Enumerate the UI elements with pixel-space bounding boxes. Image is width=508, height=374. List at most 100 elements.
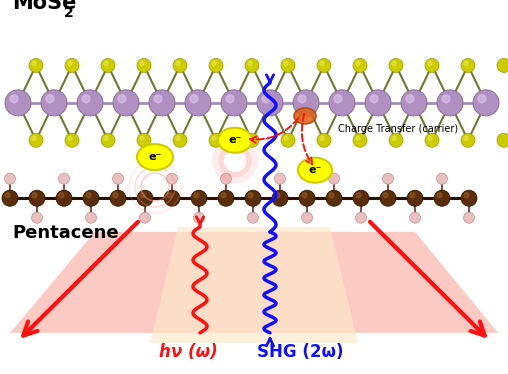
Circle shape: [281, 58, 295, 73]
Circle shape: [461, 190, 477, 206]
Circle shape: [191, 190, 207, 206]
Circle shape: [298, 95, 306, 103]
Circle shape: [32, 193, 37, 198]
Circle shape: [442, 95, 450, 103]
Circle shape: [29, 190, 45, 206]
Circle shape: [497, 133, 508, 147]
Ellipse shape: [137, 144, 173, 170]
Circle shape: [245, 190, 261, 206]
Circle shape: [383, 173, 394, 184]
Circle shape: [428, 61, 432, 66]
Ellipse shape: [218, 128, 252, 153]
Circle shape: [140, 212, 150, 223]
Circle shape: [58, 173, 70, 184]
Text: hν (ω): hν (ω): [158, 343, 217, 361]
Circle shape: [356, 193, 361, 198]
Circle shape: [299, 190, 315, 206]
Circle shape: [334, 95, 342, 103]
Circle shape: [185, 90, 211, 116]
Circle shape: [425, 133, 439, 147]
Circle shape: [356, 212, 366, 223]
Circle shape: [194, 193, 199, 198]
Text: 2: 2: [64, 6, 74, 20]
Circle shape: [113, 193, 118, 198]
Circle shape: [473, 90, 499, 116]
Circle shape: [220, 173, 232, 184]
Circle shape: [353, 58, 367, 73]
Circle shape: [317, 58, 331, 73]
Circle shape: [110, 190, 126, 206]
Circle shape: [5, 193, 10, 198]
Circle shape: [272, 190, 288, 206]
Circle shape: [478, 95, 486, 103]
Circle shape: [461, 133, 475, 147]
Circle shape: [176, 61, 180, 66]
Circle shape: [247, 212, 259, 223]
Circle shape: [101, 58, 115, 73]
Circle shape: [164, 190, 180, 206]
Circle shape: [68, 136, 72, 141]
Circle shape: [317, 133, 331, 147]
Circle shape: [173, 58, 187, 73]
Circle shape: [257, 90, 283, 116]
Circle shape: [284, 136, 288, 141]
Circle shape: [463, 212, 474, 223]
Circle shape: [353, 133, 367, 147]
Circle shape: [212, 61, 216, 66]
Circle shape: [65, 58, 79, 73]
Circle shape: [464, 193, 469, 198]
Circle shape: [380, 190, 396, 206]
Circle shape: [275, 193, 280, 198]
Circle shape: [85, 212, 97, 223]
Text: e⁻: e⁻: [228, 135, 242, 145]
Circle shape: [32, 136, 36, 141]
Circle shape: [262, 95, 270, 103]
Circle shape: [406, 95, 414, 103]
Circle shape: [464, 61, 468, 66]
Circle shape: [392, 136, 396, 141]
Circle shape: [370, 95, 378, 103]
Circle shape: [29, 133, 43, 147]
Circle shape: [140, 193, 145, 198]
Circle shape: [167, 193, 172, 198]
Circle shape: [209, 58, 223, 73]
Polygon shape: [10, 232, 498, 333]
Circle shape: [392, 61, 396, 66]
Circle shape: [104, 61, 108, 66]
Circle shape: [68, 61, 72, 66]
Circle shape: [274, 173, 285, 184]
Circle shape: [434, 190, 450, 206]
Circle shape: [245, 133, 259, 147]
Circle shape: [302, 212, 312, 223]
Circle shape: [176, 136, 180, 141]
Circle shape: [329, 173, 339, 184]
Circle shape: [293, 90, 319, 116]
Circle shape: [281, 133, 295, 147]
Circle shape: [118, 95, 126, 103]
Circle shape: [407, 190, 423, 206]
Circle shape: [356, 61, 360, 66]
Circle shape: [194, 212, 205, 223]
Circle shape: [329, 90, 355, 116]
Circle shape: [5, 173, 16, 184]
Circle shape: [218, 190, 234, 206]
Ellipse shape: [298, 158, 332, 183]
Circle shape: [245, 58, 259, 73]
Circle shape: [320, 136, 324, 141]
Circle shape: [329, 193, 334, 198]
Circle shape: [464, 136, 468, 141]
Circle shape: [29, 58, 43, 73]
Circle shape: [383, 193, 388, 198]
Circle shape: [137, 190, 153, 206]
Circle shape: [461, 58, 475, 73]
Circle shape: [173, 133, 187, 147]
Circle shape: [10, 95, 18, 103]
Ellipse shape: [294, 108, 316, 124]
Circle shape: [389, 58, 403, 73]
Circle shape: [86, 193, 91, 198]
Circle shape: [65, 133, 79, 147]
Circle shape: [77, 90, 103, 116]
Circle shape: [140, 61, 144, 66]
Circle shape: [113, 90, 139, 116]
Circle shape: [356, 136, 360, 141]
